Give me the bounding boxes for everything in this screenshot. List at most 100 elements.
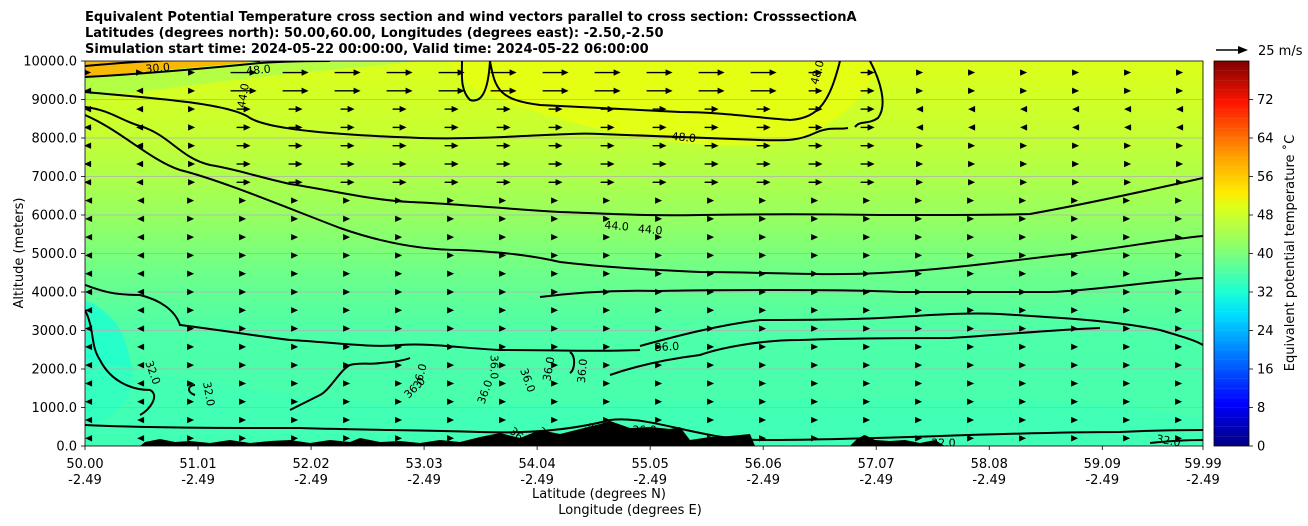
- wind-vector-head: [613, 69, 621, 76]
- theta-e-field-boundary-layer: [85, 360, 1203, 446]
- wind-vector-head: [811, 215, 819, 223]
- contour-42: [539, 277, 1203, 298]
- wind-vector-head: [1123, 307, 1131, 314]
- wind-vector-head: [555, 179, 563, 186]
- wind-vector-head: [343, 361, 351, 369]
- wind-vector-head: [707, 398, 715, 405]
- wind-vector-head: [863, 197, 871, 204]
- wind-vector-head: [187, 233, 195, 241]
- wind-vector-head: [136, 87, 144, 95]
- wind-vector-head: [1175, 197, 1183, 204]
- wind-vector-head: [291, 380, 299, 387]
- wind-vector-head: [509, 69, 517, 76]
- wind-vector-head: [243, 105, 251, 113]
- wind-vector-head: [711, 160, 719, 168]
- contour-36-c: [609, 327, 1101, 376]
- wind-vector-head: [967, 325, 975, 332]
- wind-vector-head: [659, 160, 667, 168]
- wind-vector-head: [301, 87, 309, 95]
- wind-vector-head: [759, 361, 767, 369]
- contour-label: 36.0: [654, 340, 679, 354]
- wind-vector-head: [763, 179, 771, 186]
- wind-vector-head: [551, 252, 559, 259]
- wind-vector-head: [295, 179, 303, 186]
- wind-vector-head: [291, 435, 299, 442]
- wind-vector-head: [655, 380, 663, 387]
- wind-vector-head: [85, 179, 92, 186]
- contour-44-upper: [85, 91, 849, 142]
- y-tick-label: 4000.0: [32, 286, 78, 301]
- wind-vector-head: [187, 252, 195, 259]
- wind-vector-head: [655, 361, 663, 369]
- y-tick-label: 3000.0: [32, 324, 78, 339]
- wind-vector-head: [347, 160, 355, 168]
- x-tick-label-lon: -2.49: [1085, 473, 1119, 488]
- wind-vector-head: [561, 69, 569, 76]
- wind-vector-head: [1071, 343, 1079, 351]
- wind-vector-head: [915, 416, 923, 424]
- wind-vector-head: [239, 270, 247, 277]
- wind-vector-head: [395, 416, 403, 424]
- wind-vector-head: [499, 215, 507, 223]
- wind-vector-head: [85, 361, 93, 369]
- wind-vector-head: [353, 87, 361, 95]
- wind-vector-head: [655, 270, 663, 277]
- wind-vector-head: [343, 215, 351, 223]
- wind-vector-head: [187, 343, 195, 351]
- wind-vector-head: [136, 142, 144, 149]
- wind-vector-head: [1071, 307, 1079, 314]
- wind-vector-head: [291, 233, 299, 241]
- wind-vector-head: [137, 361, 145, 369]
- wind-vector-head: [1072, 160, 1080, 168]
- y-tick-label: 6000.0: [32, 209, 78, 224]
- wind-vector-head: [347, 179, 355, 186]
- wind-vector-head: [1123, 398, 1131, 405]
- wind-vector-head: [447, 270, 455, 277]
- wind-vector-head: [811, 307, 819, 314]
- wind-vector-head: [1175, 380, 1183, 387]
- wind-vector-head: [447, 307, 455, 314]
- wind-vector-head: [499, 416, 507, 424]
- y-tick-label: 5000.0: [32, 247, 78, 262]
- wind-vector-head: [763, 142, 771, 149]
- wind-vector-head: [187, 215, 195, 223]
- wind-vector-head: [1019, 398, 1027, 405]
- colorbar-tick-label: 72: [1257, 93, 1274, 108]
- wind-vector-head: [187, 270, 195, 277]
- wind-vector-head: [295, 142, 303, 149]
- contour-label: 48.0: [671, 130, 697, 145]
- wind-vector-head: [1175, 252, 1183, 259]
- wind-vector-head: [967, 197, 975, 204]
- wind-vector-head: [717, 69, 725, 76]
- contour-label: 32.0: [200, 381, 217, 407]
- wind-vector-head: [1020, 142, 1028, 149]
- wind-vector-head: [916, 87, 924, 95]
- wind-vector-head: [137, 380, 145, 387]
- wind-vector-head: [968, 160, 976, 168]
- x-tick-label-lon: -2.49: [1186, 473, 1220, 488]
- wind-vector-head: [915, 233, 923, 241]
- wind-vector-head: [707, 215, 715, 223]
- wind-vector-head: [343, 197, 351, 204]
- wind-vector-head: [1176, 105, 1184, 113]
- colorbar-tick-label: 8: [1257, 401, 1265, 416]
- wind-vector-head: [759, 398, 767, 405]
- wind-vector-head: [447, 325, 455, 332]
- wind-vector-head: [1019, 252, 1027, 259]
- wind-vector-head: [711, 105, 719, 113]
- wind-vector-head: [1071, 233, 1079, 241]
- chart-title-line: Equivalent Potential Temperature cross s…: [85, 10, 857, 25]
- wind-vector-head: [915, 325, 923, 332]
- wind-vector-head: [395, 325, 403, 332]
- wind-vector-head: [916, 69, 924, 76]
- wind-vector-head: [503, 160, 511, 168]
- wind-vector-head: [239, 197, 247, 204]
- wind-vector-head: [395, 252, 403, 259]
- wind-vector-head: [968, 105, 976, 113]
- x-tick-label-lat: 50.00: [66, 457, 103, 472]
- contour-label: 44.0: [637, 222, 663, 237]
- wind-vector-head: [85, 343, 93, 351]
- wind-vector-head: [863, 398, 871, 405]
- wind-vector-head: [188, 124, 196, 131]
- wind-vector-head: [916, 160, 924, 168]
